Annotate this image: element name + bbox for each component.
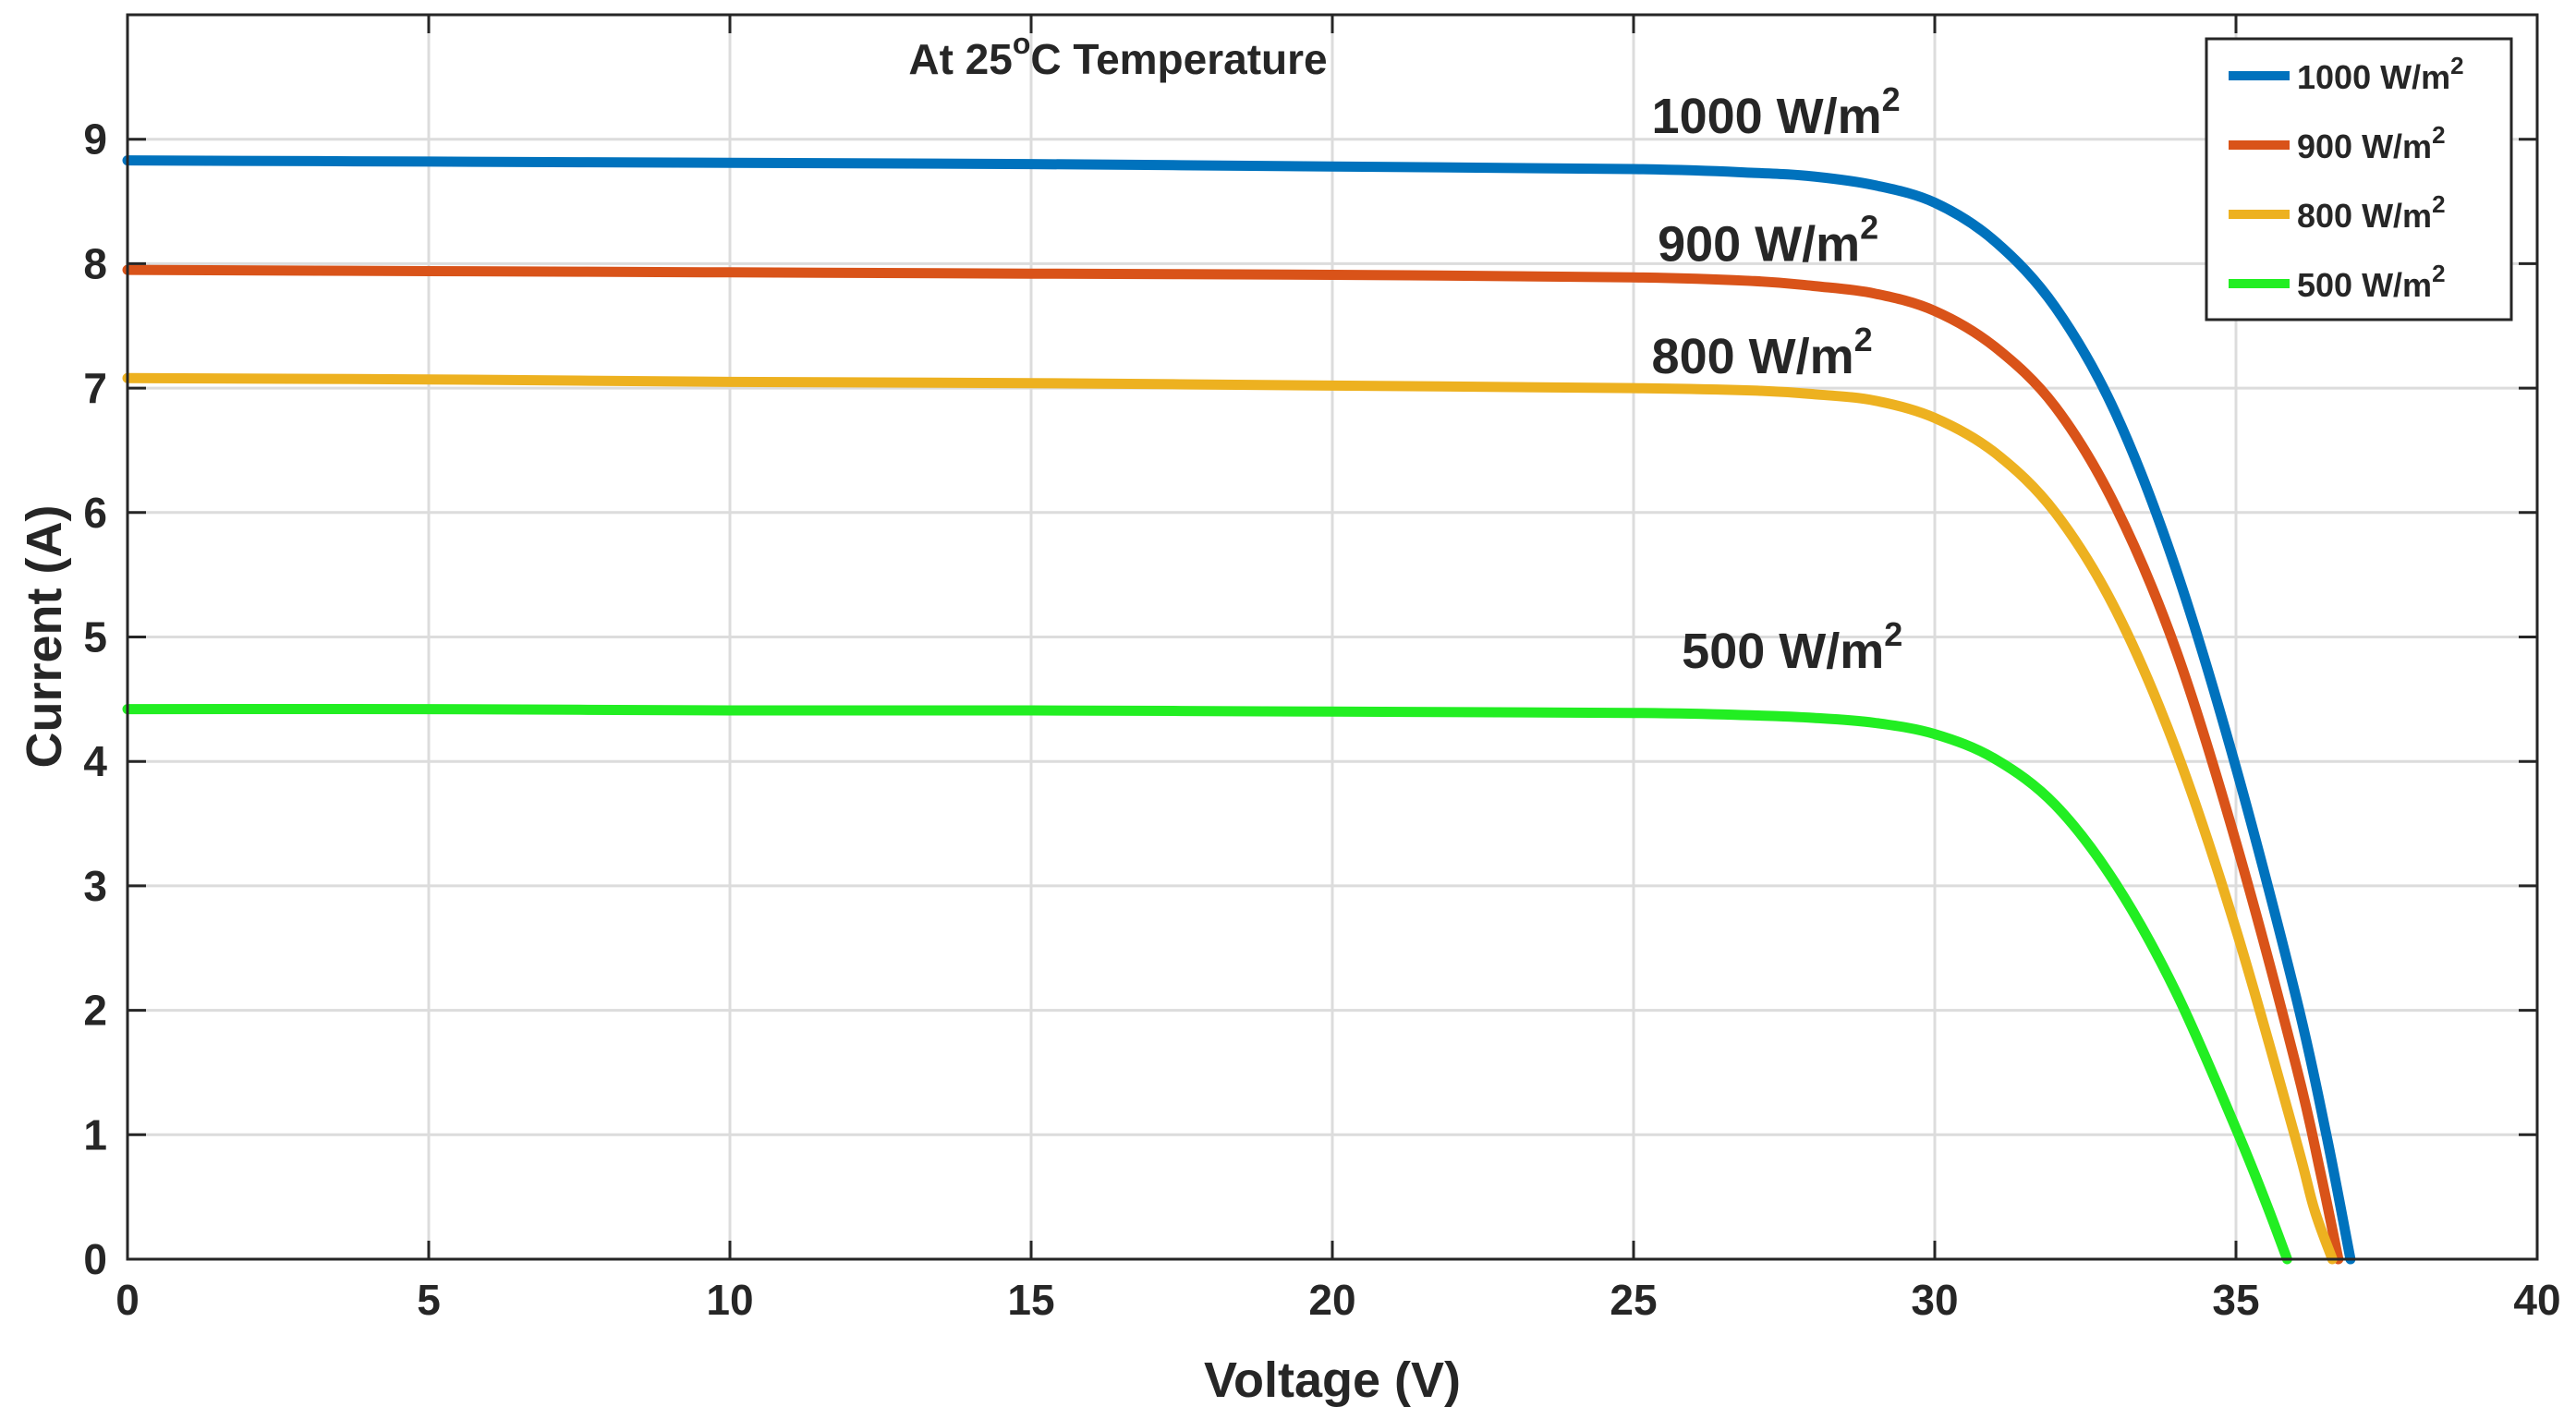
y-tick-label: 4 [83, 737, 107, 785]
x-tick-label: 30 [1911, 1276, 1958, 1324]
curve-label-900: 900 W/m2 [1658, 209, 1878, 273]
y-axis-label: Current (A) [17, 505, 72, 769]
legend-label-1000: 1000 W/m2 [2297, 52, 2464, 96]
series-line-1000 [122, 155, 2356, 1265]
y-tick-label: 5 [83, 613, 107, 661]
y-tick-label: 2 [83, 987, 107, 1035]
x-tick-label: 40 [2513, 1276, 2560, 1324]
series-line-800 [122, 372, 2338, 1265]
y-tick-label: 8 [83, 239, 107, 287]
x-tick-label: 5 [417, 1276, 441, 1324]
y-tick-label: 6 [83, 489, 107, 537]
legend-label-500: 500 W/m2 [2297, 260, 2446, 304]
x-tick-label: 20 [1308, 1276, 1355, 1324]
grid-lines [128, 15, 2537, 1259]
series-lines [122, 155, 2356, 1265]
y-tick-label: 3 [83, 862, 107, 910]
x-axis-label: Voltage (V) [1204, 1352, 1461, 1408]
x-tick-label: 35 [2212, 1276, 2259, 1324]
chart-title: At 25oC Temperature [908, 27, 1327, 83]
x-tick-label: 15 [1007, 1276, 1054, 1324]
y-tick-label: 9 [83, 115, 107, 164]
curve-label-1000: 1000 W/m2 [1652, 80, 1901, 144]
series-line-500 [122, 704, 2292, 1265]
x-tick-label: 10 [706, 1276, 753, 1324]
curve-annotations: 1000 W/m2 900 W/m2 800 W/m2 500 W/m2 [1652, 80, 1903, 679]
x-tick-label: 25 [1610, 1276, 1657, 1324]
curve-label-500: 500 W/m2 [1682, 615, 1902, 679]
legend-box [2205, 37, 2513, 321]
legend-label-900: 900 W/m2 [2297, 121, 2446, 165]
y-tick-label: 7 [83, 364, 107, 412]
series-line-900 [122, 264, 2344, 1265]
x-tick-label: 0 [115, 1276, 140, 1324]
y-tick-label: 0 [83, 1235, 107, 1283]
curve-label-800: 800 W/m2 [1652, 321, 1873, 384]
legend: 1000 W/m2 900 W/m2 800 W/m2 500 W/m2 [2205, 37, 2513, 321]
axis-ticks: 0 5 10 15 20 25 30 35 40 0 1 2 3 4 5 6 7 8 9 [83, 15, 2561, 1324]
legend-label-800: 800 W/m2 [2297, 190, 2446, 235]
y-tick-label: 1 [83, 1110, 107, 1158]
